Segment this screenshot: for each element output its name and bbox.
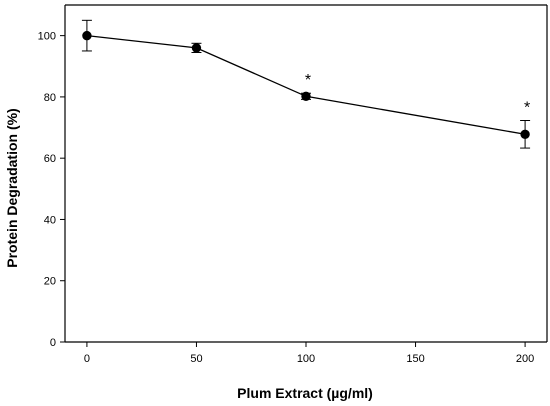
series-line	[86, 34, 526, 135]
y-tick-label: 40	[44, 214, 56, 226]
y-tick-label: 60	[44, 153, 56, 165]
data-point	[301, 91, 311, 101]
y-tick-label: 80	[44, 92, 56, 104]
x-tick-label: 0	[84, 353, 90, 365]
x-axis-title: Plum Extract (µg/ml)	[237, 385, 373, 401]
y-axis-title: Protein Degradation (%)	[4, 108, 20, 267]
significance-mark: *	[524, 99, 530, 116]
data-point	[191, 43, 202, 53]
x-tick-label: 50	[190, 353, 202, 365]
axes: 0 20 40 60 80 100 0 50 100 150 200	[38, 4, 548, 365]
x-tick-label: 100	[297, 353, 315, 365]
y-tick-label: 0	[50, 337, 56, 349]
data-point	[520, 129, 530, 139]
x-tick-label: 150	[406, 353, 424, 365]
data-marks: **	[81, 19, 530, 149]
y-tick-label: 20	[44, 276, 56, 288]
x-tick-label: 200	[516, 353, 534, 365]
y-tick-label: 100	[38, 31, 56, 43]
data-point	[82, 30, 92, 41]
significance-mark: *	[305, 72, 311, 89]
